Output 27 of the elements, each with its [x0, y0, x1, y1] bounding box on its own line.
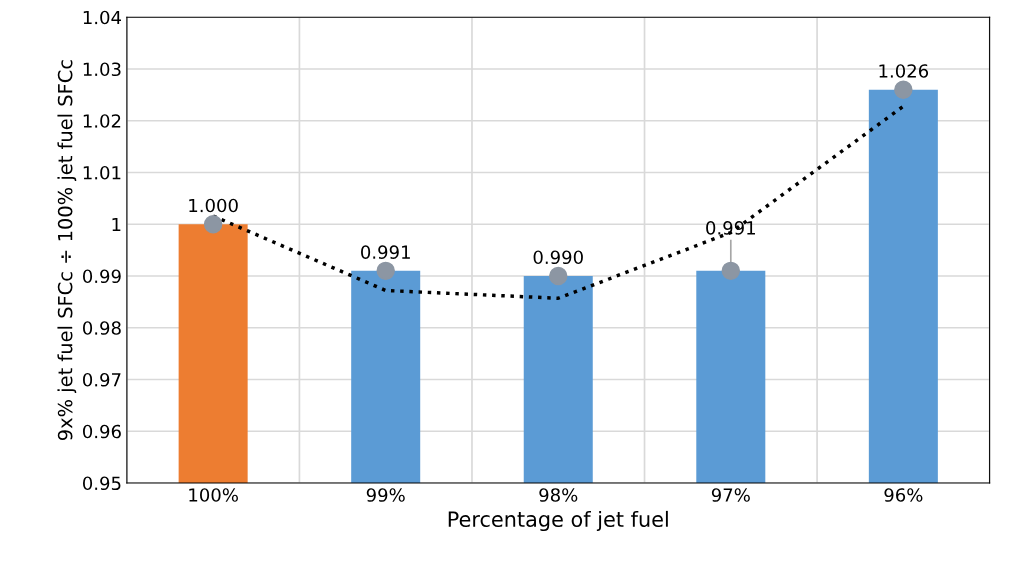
data-label: 0.991: [361, 245, 410, 259]
x-tick-label: 98%: [539, 488, 578, 502]
y-tick-label: 1.01: [83, 165, 121, 180]
point: [894, 80, 913, 99]
y-tick-label: 1.03: [83, 62, 121, 77]
y-tick-label: 0.96: [83, 424, 121, 439]
point: [549, 266, 568, 286]
data-label: 0.991: [706, 221, 755, 235]
y-tick-label: 0.97: [83, 372, 121, 387]
x-axis-title: Percentage of jet fuel: [448, 510, 668, 532]
point: [721, 261, 741, 281]
x-tick-label: 96%: [884, 488, 923, 502]
y-tick-label: 1: [112, 217, 121, 232]
x-tick-label: 99%: [366, 488, 405, 502]
y-tick-label: 1.02: [83, 114, 121, 128]
x-tick-label: 97%: [711, 488, 750, 502]
y-tick-label: 0.98: [83, 321, 121, 335]
point: [203, 215, 223, 234]
y-tick-label: 1.04: [83, 10, 121, 25]
data-label: 0.990: [533, 250, 583, 265]
y-tick-label: 0.95: [83, 476, 121, 491]
x-tick-label: 100%: [189, 488, 238, 502]
point: [376, 261, 395, 281]
data-label: 1.026: [879, 64, 929, 78]
y-tick-label: 0.99: [83, 269, 121, 284]
y-axis-title: 9x% jet fuel SFCc ÷ 100% jet fuel SFCc: [57, 60, 77, 441]
data-label: 1.000: [189, 198, 238, 213]
